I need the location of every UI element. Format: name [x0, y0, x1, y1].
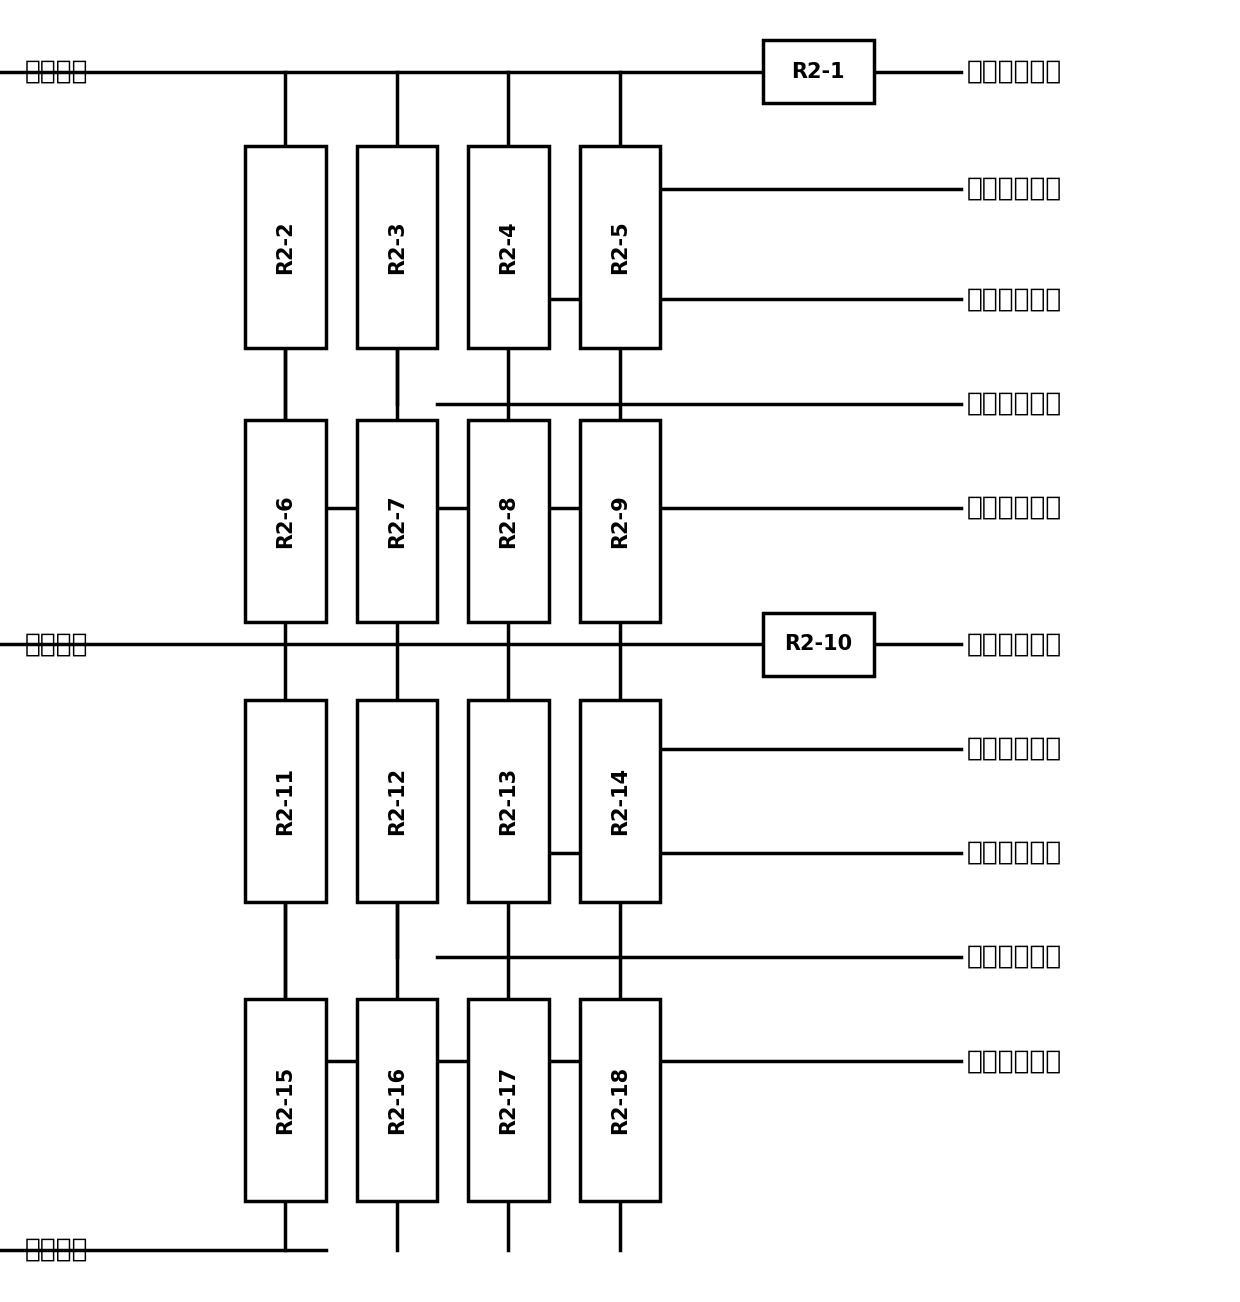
Bar [246, 419, 325, 622]
Text: 第一相位输出: 第一相位输出 [967, 59, 1063, 85]
Bar [467, 699, 548, 901]
Bar [763, 613, 874, 676]
Bar [580, 699, 660, 901]
Text: R2-2: R2-2 [275, 220, 295, 275]
Bar [357, 1000, 438, 1200]
Text: 第一输出: 第一输出 [25, 59, 88, 85]
Text: R2-18: R2-18 [610, 1066, 630, 1134]
Text: R2-14: R2-14 [610, 767, 630, 835]
Text: 第二输出: 第二输出 [25, 631, 88, 658]
Text: 第八相位输出: 第八相位输出 [967, 840, 1063, 866]
Text: 第七相位输出: 第七相位输出 [967, 736, 1063, 762]
Text: R2-9: R2-9 [610, 493, 630, 548]
Bar [357, 419, 438, 622]
Text: R2-8: R2-8 [498, 493, 518, 548]
Text: R2-7: R2-7 [387, 493, 407, 548]
Bar [246, 699, 325, 901]
Bar [357, 699, 438, 901]
Text: R2-17: R2-17 [498, 1066, 518, 1134]
Bar [580, 419, 660, 622]
Text: R2-5: R2-5 [610, 220, 630, 275]
Text: R2-16: R2-16 [387, 1066, 407, 1134]
Text: 第二相位输出: 第二相位输出 [967, 176, 1063, 202]
Bar [357, 146, 438, 348]
Text: R2-13: R2-13 [498, 767, 518, 835]
Bar [763, 40, 874, 103]
Text: R2-12: R2-12 [387, 767, 407, 835]
Bar [246, 1000, 325, 1200]
Text: 第九相位输出: 第九相位输出 [967, 944, 1063, 970]
Text: 第三输出: 第三输出 [25, 1237, 88, 1263]
Text: R2-1: R2-1 [791, 61, 846, 82]
Text: R2-3: R2-3 [387, 220, 407, 275]
Text: 第四相位输出: 第四相位输出 [967, 391, 1063, 417]
Text: 第三相位输出: 第三相位输出 [967, 286, 1063, 312]
Bar [580, 1000, 660, 1200]
Bar [580, 146, 660, 348]
Bar [246, 146, 325, 348]
Text: R2-4: R2-4 [498, 220, 518, 275]
Text: R2-11: R2-11 [275, 767, 295, 835]
Bar [467, 146, 548, 348]
Text: R2-10: R2-10 [785, 634, 852, 655]
Bar [467, 1000, 548, 1200]
Text: 第六相位输出: 第六相位输出 [967, 631, 1063, 658]
Text: 第五相位输出: 第五相位输出 [967, 495, 1063, 521]
Text: 第十相位输出: 第十相位输出 [967, 1048, 1063, 1074]
Bar [467, 419, 548, 622]
Text: R2-15: R2-15 [275, 1066, 295, 1134]
Text: R2-6: R2-6 [275, 493, 295, 548]
